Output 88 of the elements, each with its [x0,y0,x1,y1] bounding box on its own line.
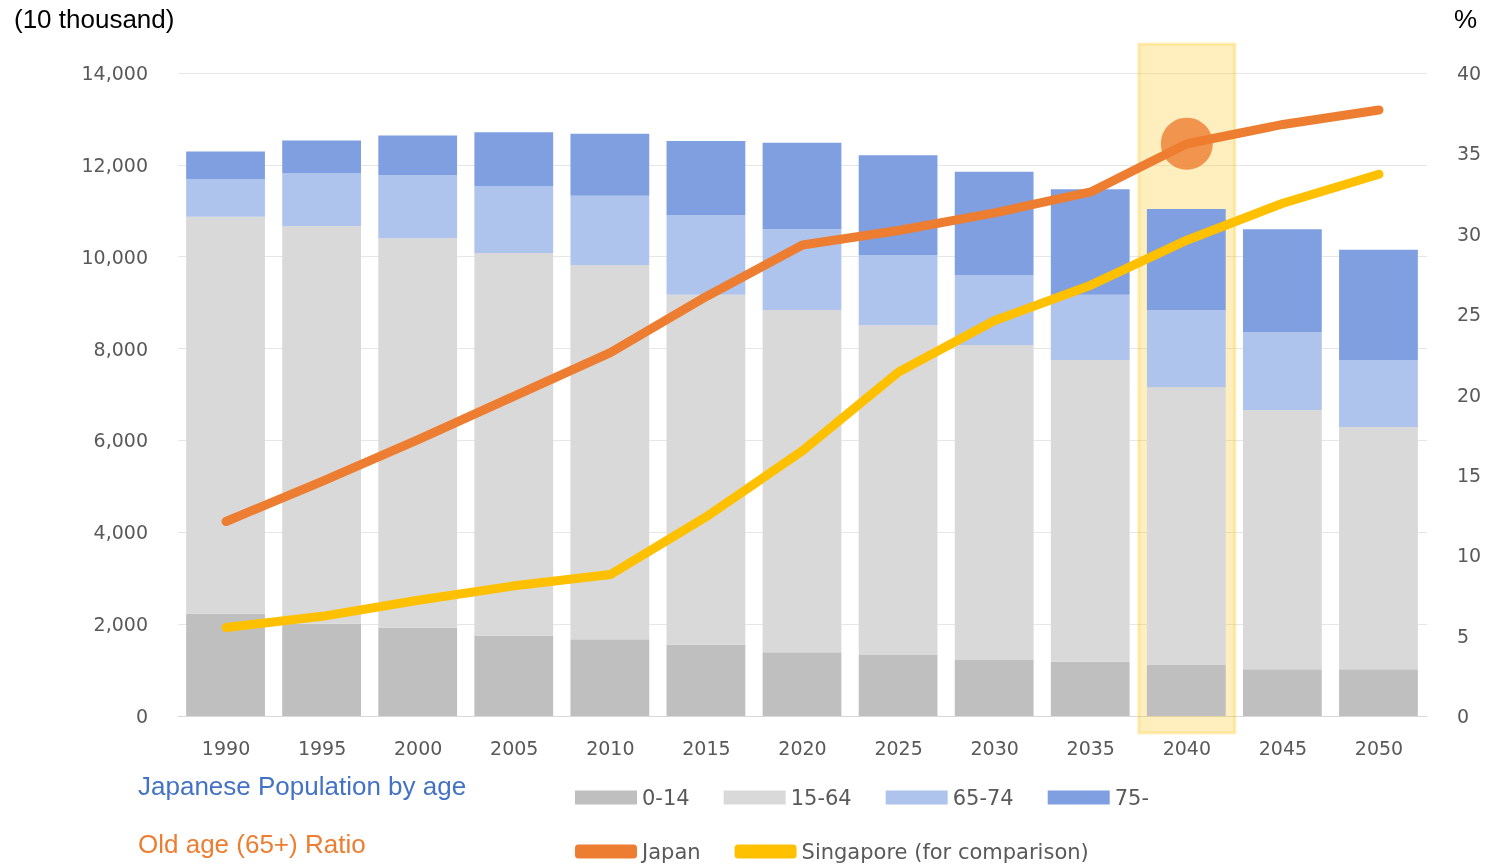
bar [1339,249,1418,361]
legend-label: 0-14 [642,785,690,810]
bar [1242,229,1322,333]
bar [186,179,265,217]
bar [378,174,458,239]
bar [282,225,362,624]
y2-tick-label: 0 [1457,705,1470,727]
bar [474,132,554,186]
x-tick-label: 2050 [1354,736,1404,759]
legend-label: 75- [1114,785,1150,810]
bar [1146,309,1226,388]
x-tick-label: 2005 [490,736,539,759]
bar [570,133,650,196]
legend-label: Japan [640,839,701,864]
bar [570,195,650,265]
x-tick-label: 2015 [682,736,731,759]
y2-tick-label: 25 [1457,303,1482,326]
bar [858,155,938,255]
x-tick-label: 2030 [970,736,1019,759]
bar [186,216,265,614]
bar [186,151,265,180]
y2-tick-label: 5 [1457,624,1470,647]
bar [186,613,265,716]
y-tick-label: 10,000 [81,245,148,268]
y-tick-label: 6,000 [93,429,148,452]
x-tick-label: 2045 [1258,736,1308,759]
x-tick-label: 2025 [874,736,923,759]
bar [282,623,362,716]
x-tick-label: 2010 [586,736,635,759]
bar [954,659,1034,716]
bar [570,264,650,640]
bar [762,142,842,230]
bar [762,309,842,653]
y2-tick-label: 10 [1457,544,1482,567]
bar [762,652,842,716]
bar [378,238,458,628]
bar [954,344,1034,660]
y-tick-label: 4,000 [93,521,148,544]
bar [1146,208,1226,310]
legend-label: 65-74 [952,785,1014,810]
bar [378,627,458,716]
bar [474,185,554,254]
bar [1050,294,1130,361]
legend-label: 15-64 [790,785,852,810]
bar [570,639,650,716]
x-tick-label: 1995 [297,736,347,759]
x-tick-label: 2035 [1066,736,1115,759]
bar [858,325,938,655]
text: Old age (65+) Ratio [138,829,366,859]
y2-tick-label: 15 [1457,463,1482,486]
bar [378,135,458,175]
bar [1050,661,1130,716]
y-tick-label: 8,000 [93,337,148,360]
bar [1339,669,1418,716]
y-tick-label: 14,000 [81,62,148,84]
bar [954,171,1034,276]
bar [1050,360,1130,662]
bar [858,654,938,716]
bar [666,214,746,295]
y2-tick-label: 40 [1457,62,1482,84]
bar [474,253,554,636]
y2-tick-label: 35 [1457,142,1482,165]
y2-tick-label: 30 [1457,222,1482,245]
y2-tick-label: 20 [1457,383,1482,406]
bar [666,644,746,716]
bar [1339,427,1418,670]
bar [1242,669,1322,716]
text: Japanese Population by age [138,771,467,801]
y-tick-label: 12,000 [81,153,148,176]
bar [1146,665,1226,716]
bar [282,173,362,226]
bar [666,294,746,645]
bar [474,635,554,716]
x-tick-label: 2040 [1162,736,1211,759]
x-tick-label: 1990 [201,736,251,759]
y-axis-title: (10 thousand) [14,4,175,34]
x-tick-label: 2020 [778,736,827,759]
legend-label: Singapore (for comparison) [801,839,1089,864]
bar [666,140,746,215]
x-tick-label: 2000 [394,736,443,759]
bar [1242,332,1322,411]
bar [858,254,938,326]
y2-axis-title: % [1453,4,1478,34]
bar [282,140,362,174]
y-tick-label: 0 [135,705,148,727]
bar [1339,360,1418,428]
y-tick-label: 2,000 [93,613,148,636]
bar [1242,410,1322,670]
